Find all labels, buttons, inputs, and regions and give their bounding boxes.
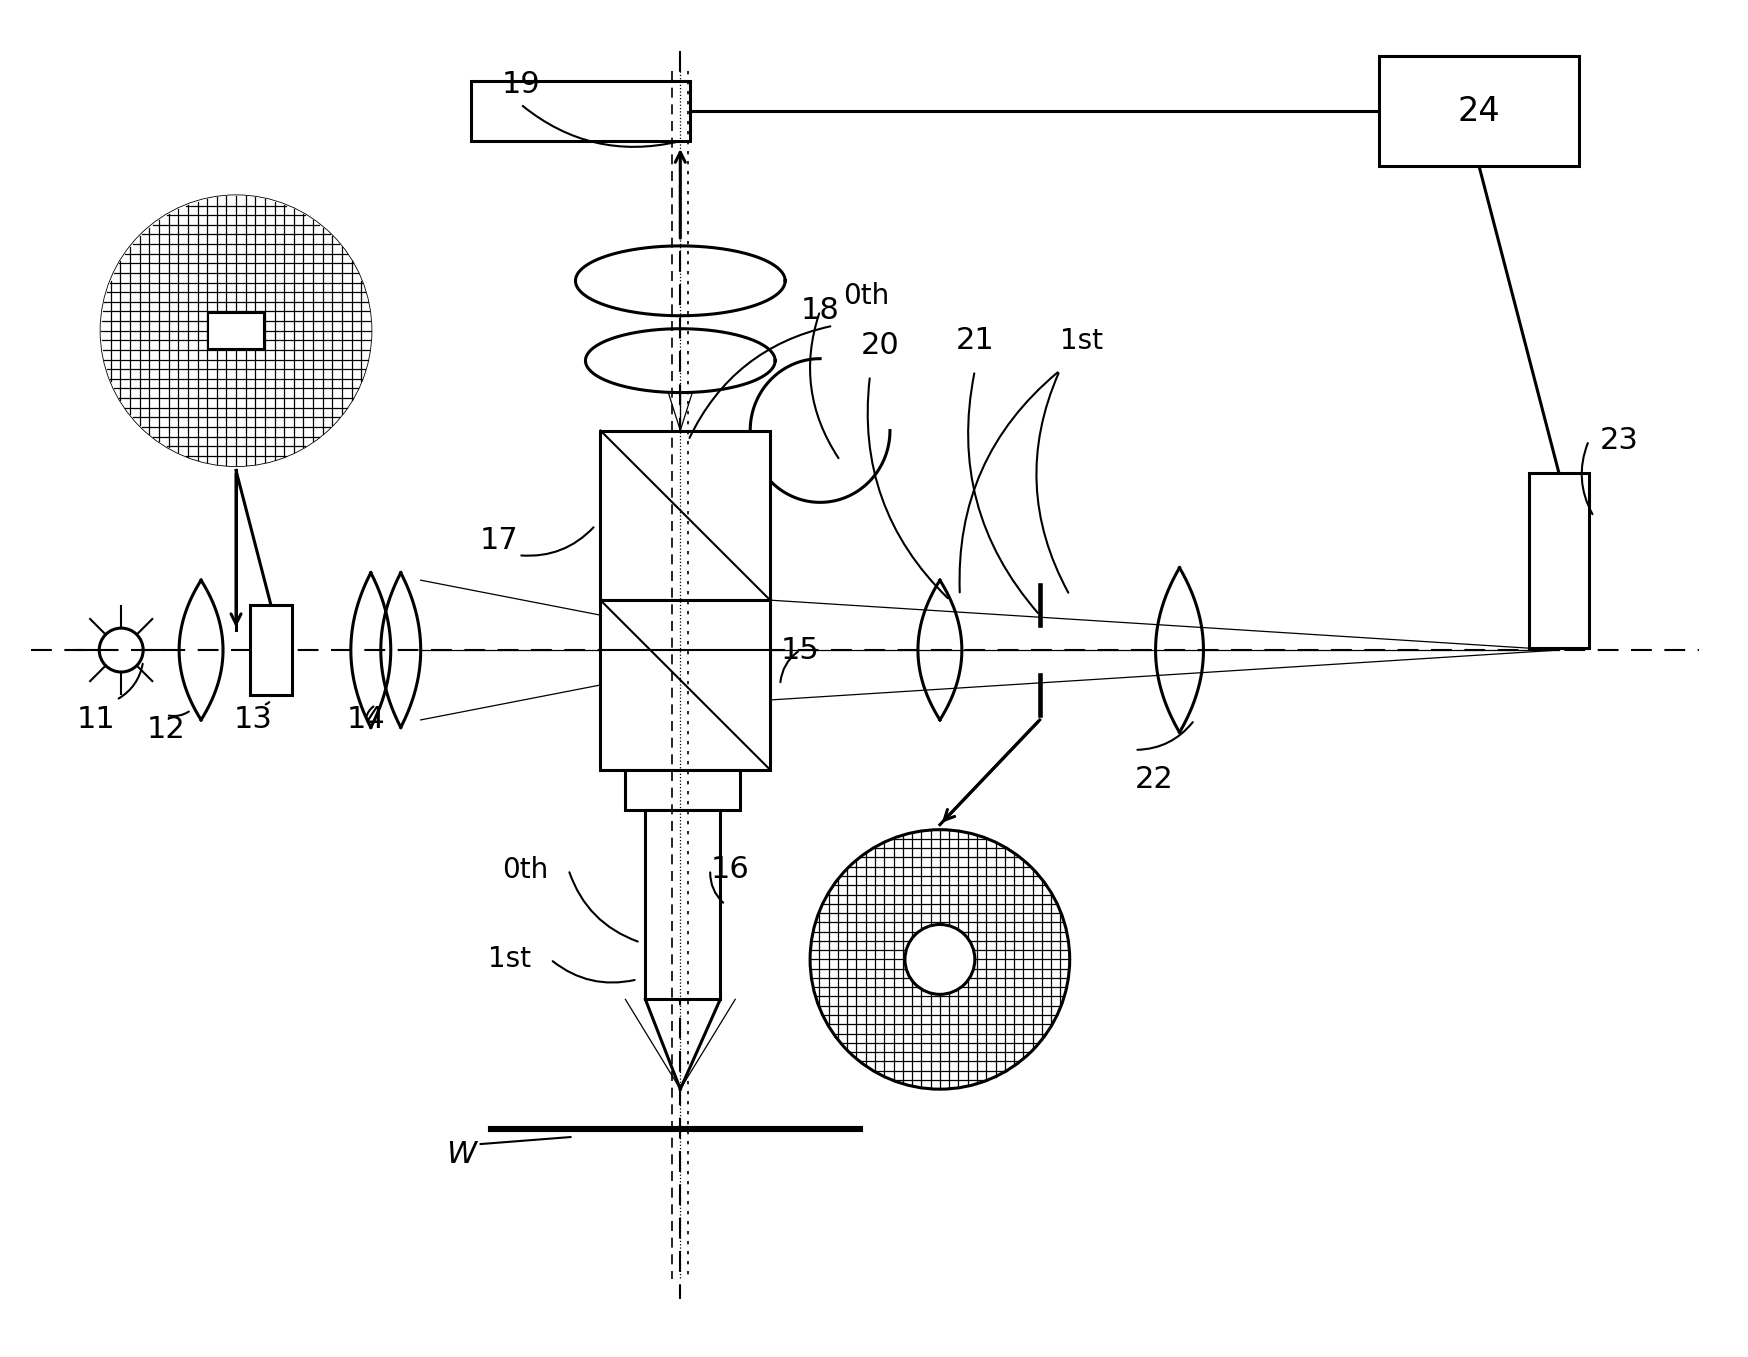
Bar: [626, 769, 739, 810]
Text: 23: 23: [1598, 426, 1638, 455]
Text: 20: 20: [860, 331, 898, 360]
Bar: [1379, 56, 1578, 166]
Circle shape: [101, 195, 371, 465]
Text: 11: 11: [77, 706, 115, 734]
Bar: [208, 312, 264, 349]
Text: 22: 22: [1134, 765, 1173, 794]
Text: 18: 18: [801, 296, 839, 326]
Text: 16: 16: [710, 855, 750, 885]
Text: 1st: 1st: [1059, 327, 1101, 354]
Text: 14: 14: [346, 706, 385, 734]
Text: 15: 15: [780, 635, 820, 665]
Circle shape: [904, 924, 974, 995]
Text: 24: 24: [1456, 95, 1500, 128]
Bar: [600, 600, 769, 769]
Text: 17: 17: [479, 525, 517, 555]
Circle shape: [809, 829, 1070, 1090]
Bar: [1528, 474, 1587, 647]
Text: W: W: [446, 1140, 475, 1168]
Text: 12: 12: [147, 715, 185, 745]
Text: 19: 19: [502, 69, 540, 99]
Text: 21: 21: [954, 326, 993, 356]
Bar: [250, 605, 292, 695]
Text: 0th: 0th: [843, 282, 888, 309]
Bar: [470, 81, 690, 141]
Text: 0th: 0th: [502, 856, 549, 883]
Text: 13: 13: [234, 706, 273, 734]
Bar: [645, 810, 720, 999]
Text: 1st: 1st: [488, 946, 530, 973]
Bar: [600, 430, 769, 600]
